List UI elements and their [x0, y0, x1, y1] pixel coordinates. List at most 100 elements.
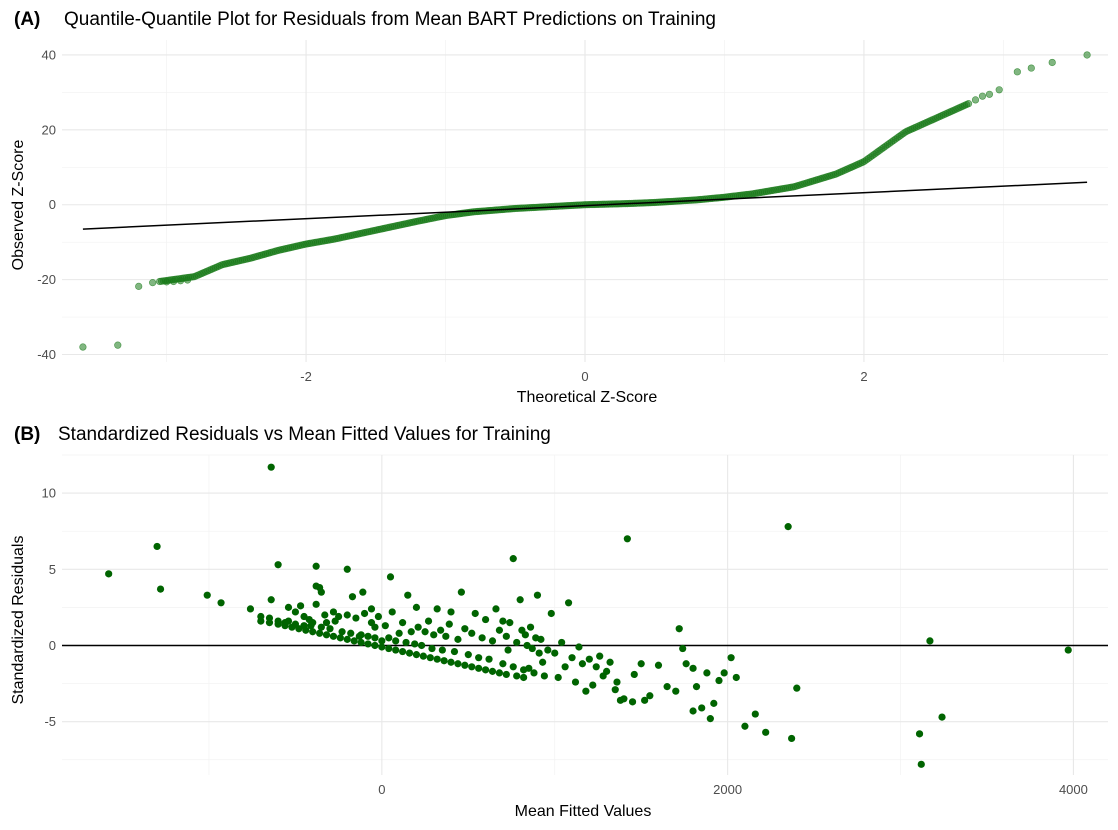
- residual-point: [516, 596, 524, 604]
- residual-point: [385, 634, 393, 642]
- residual-point: [359, 588, 367, 596]
- residual-point: [412, 651, 421, 659]
- residual-point: [558, 638, 566, 647]
- residual-point: [554, 673, 562, 682]
- residual-point: [461, 625, 469, 633]
- residual-point: [357, 638, 365, 647]
- residual-point: [547, 609, 555, 618]
- residual-point: [404, 591, 412, 599]
- residual-point: [343, 611, 351, 619]
- residual-point: [468, 629, 476, 637]
- residual-point: [675, 625, 683, 633]
- residual-point: [421, 628, 429, 636]
- residual-point: [520, 673, 528, 682]
- residual-point: [307, 622, 315, 630]
- residual-point: [374, 612, 382, 621]
- residual-point: [440, 657, 448, 665]
- residual-point: [450, 647, 459, 656]
- residual-point: [1064, 646, 1072, 654]
- residual-point: [741, 722, 749, 730]
- qq-x-tick-labels: -2 0 2: [300, 369, 867, 384]
- residual-point: [378, 637, 386, 645]
- residual-point: [217, 599, 225, 607]
- residual-point: [582, 687, 590, 695]
- residual-point: [475, 664, 483, 672]
- residual-point: [672, 687, 680, 695]
- residual-y-tick-label: 5: [49, 562, 56, 577]
- residual-point: [412, 603, 421, 611]
- qq-point: [176, 277, 185, 285]
- residual-point: [533, 591, 542, 599]
- residual-point: [637, 660, 645, 668]
- residual-point: [454, 635, 462, 643]
- residual-point: [475, 654, 483, 662]
- residual-point: [732, 673, 740, 682]
- residual-point: [599, 672, 607, 680]
- residual-point: [464, 651, 472, 659]
- residual-plot-panel: (B) Standardized Residuals vs Mean Fitte…: [10, 424, 1108, 820]
- qq-y-tick-label: 20: [42, 122, 56, 137]
- residual-point: [322, 631, 331, 639]
- residual-point: [437, 626, 445, 634]
- residual-point: [492, 605, 500, 613]
- qq-plot-title: Quantile-Quantile Plot for Residuals fro…: [64, 9, 716, 30]
- qq-x-tick-label: 0: [581, 369, 588, 384]
- residual-point: [419, 652, 427, 660]
- qq-y-tick-label: -40: [37, 347, 56, 362]
- residual-point: [343, 635, 351, 643]
- residual-point: [539, 658, 547, 666]
- residual-point: [613, 678, 621, 686]
- qq-plot-panel: (A) Quantile-Quantile Plot for Residuals…: [10, 9, 1108, 406]
- residual-point: [663, 683, 671, 691]
- residual-point: [495, 626, 504, 634]
- residual-point: [585, 655, 593, 663]
- residual-point: [388, 608, 396, 616]
- qq-point: [135, 282, 143, 290]
- residual-point: [915, 730, 924, 738]
- residual-point: [371, 623, 379, 631]
- residual-point: [360, 609, 369, 618]
- residual-point: [347, 629, 355, 637]
- residual-point: [525, 664, 533, 672]
- qq-plot-gridlines: [62, 40, 1108, 362]
- residual-point: [564, 599, 573, 607]
- residual-point: [364, 632, 372, 640]
- residual-point: [402, 638, 410, 647]
- residual-point: [447, 658, 455, 666]
- residual-point: [682, 660, 690, 668]
- qq-reference-line: [82, 181, 1088, 230]
- residual-point: [336, 634, 344, 642]
- residual-point: [938, 713, 946, 721]
- residual-point: [438, 646, 446, 654]
- residual-point: [461, 661, 469, 669]
- qq-point: [114, 341, 122, 349]
- residual-point: [641, 696, 649, 704]
- residual-x-tick-labels: 0 2000 4000: [378, 782, 1088, 797]
- residual-point: [502, 670, 510, 679]
- panel-a-label: (A): [14, 9, 40, 30]
- residual-point: [291, 608, 300, 616]
- residual-point: [312, 600, 320, 608]
- residual-point: [321, 611, 329, 619]
- residual-point: [385, 644, 393, 653]
- residual-point: [504, 646, 512, 654]
- residual-point: [447, 608, 455, 616]
- residual-point: [433, 605, 441, 613]
- residual-point: [338, 628, 346, 636]
- qq-y-tick-label: 40: [42, 47, 56, 62]
- residual-plot-points: [105, 463, 1072, 768]
- residual-point: [343, 565, 351, 573]
- residual-point: [284, 603, 293, 611]
- residual-point: [551, 649, 559, 657]
- residual-point: [509, 663, 517, 671]
- residual-point: [544, 646, 552, 654]
- residual-point: [156, 585, 165, 593]
- residual-point: [481, 615, 490, 624]
- residual-point: [300, 612, 308, 621]
- residual-point: [530, 669, 538, 677]
- residual-point: [654, 661, 663, 669]
- residual-point: [433, 655, 441, 663]
- residual-point: [411, 640, 419, 648]
- residual-point: [426, 654, 434, 662]
- residual-point: [468, 663, 476, 671]
